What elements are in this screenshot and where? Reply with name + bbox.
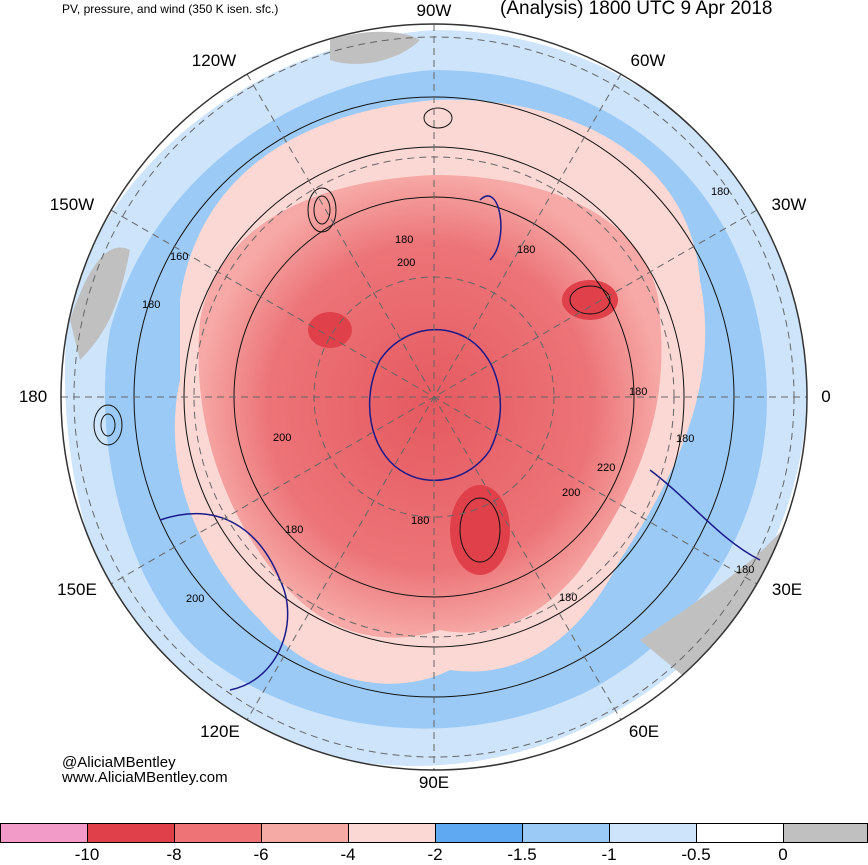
polar-map: 180 200 180 160 180 180 180 200 180 220 … <box>60 23 808 771</box>
colorbar-swatch <box>522 823 610 843</box>
lon-label-120w: 120W <box>191 51 237 70</box>
credit-handle: @AliciaMBentley <box>62 754 176 771</box>
colorbar-swatch <box>348 823 436 843</box>
contour-label: 180 <box>676 433 694 445</box>
contour-label: 180 <box>285 524 303 536</box>
lon-label-120e: 120E <box>200 722 240 741</box>
colorbar-swatch <box>261 823 349 843</box>
colorbar-tick: 0 <box>778 845 788 864</box>
coastlines <box>159 195 761 691</box>
colorbar: -10 -8 -6 -4 -2 -1.5 -1 -0.5 0 <box>0 823 868 865</box>
lon-label-90e: 90E <box>418 773 450 792</box>
contour-label: 180 <box>559 592 577 604</box>
lon-label-180: 180 <box>18 387 48 406</box>
contour-label-group: 180 200 180 160 180 180 180 200 180 220 … <box>142 186 754 605</box>
contour-label: 180 <box>736 564 754 576</box>
pv-shading-grey-west <box>70 247 130 360</box>
contour-label: 200 <box>273 432 291 444</box>
lon-label-60w: 60W <box>630 51 666 70</box>
contour-label: 180 <box>711 186 729 198</box>
colorbar-tick: -10 <box>74 845 100 864</box>
contour-label: 180 <box>517 244 535 256</box>
contour-label: 180 <box>395 234 413 246</box>
colorbar-tick: -1.5 <box>507 845 537 864</box>
pv-shading-grey-north <box>330 31 420 64</box>
colorbar-tick: -4 <box>340 845 356 864</box>
colorbar-tick: -2 <box>427 845 443 864</box>
colorbar-tick: -0.5 <box>681 845 711 864</box>
pv-shading-red-core <box>198 175 662 638</box>
colorbar-swatch <box>0 823 88 843</box>
lat-lon-grid <box>61 24 807 770</box>
colorbar-swatch <box>435 823 523 843</box>
pv-max-center-west <box>308 312 352 348</box>
contour-label: 160 <box>170 251 188 263</box>
contour-label: 200 <box>562 487 580 499</box>
lon-label-0: 0 <box>821 387 831 406</box>
lon-label-30e: 30E <box>771 580 803 599</box>
map-boundary <box>60 23 808 771</box>
contour-label: 200 <box>186 593 204 605</box>
colorbar-tick: -6 <box>253 845 269 864</box>
colorbar-swatch <box>696 823 784 843</box>
colorbar-swatch <box>609 823 697 843</box>
lon-label-30w: 30W <box>771 195 807 214</box>
colorbar-swatch <box>87 823 175 843</box>
pv-max-center-south <box>450 485 510 575</box>
lon-label-150e: 150E <box>57 580 97 599</box>
colorbar-swatch <box>174 823 262 843</box>
contour-label: 180 <box>411 515 429 527</box>
lon-label-60e: 60E <box>628 722 660 741</box>
contour-label: 220 <box>597 462 615 474</box>
colorbar-tick: -1 <box>601 845 617 864</box>
analysis-time: (Analysis) 1800 UTC 9 Apr 2018 <box>500 0 773 19</box>
lon-label-150w: 150W <box>49 195 95 214</box>
credit-website: www.AliciaMBentley.com <box>62 769 228 786</box>
colorbar-tick: -8 <box>166 845 182 864</box>
contour-label: 180 <box>629 386 647 398</box>
map-title: PV, pressure, and wind (350 K isen. sfc.… <box>62 2 279 16</box>
lon-label-90w: 90W <box>416 1 452 20</box>
colorbar-swatch <box>783 823 868 843</box>
contour-label: 180 <box>142 299 160 311</box>
contour-label: 200 <box>397 257 415 269</box>
